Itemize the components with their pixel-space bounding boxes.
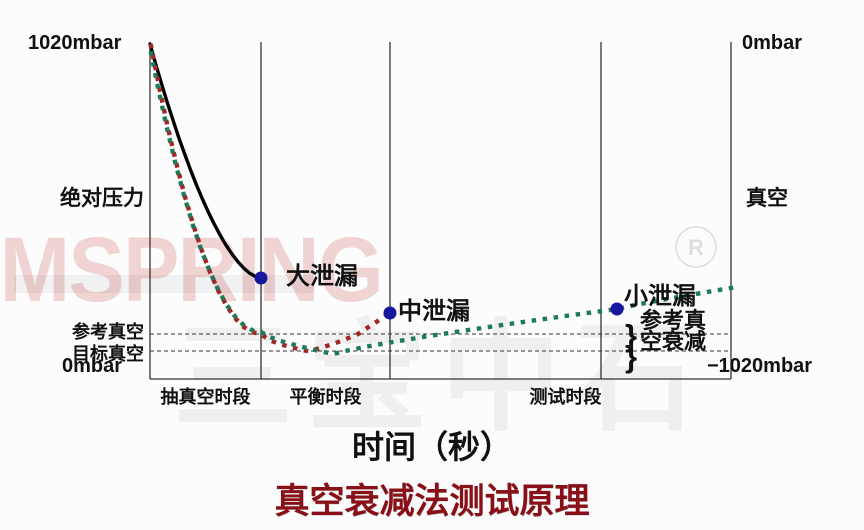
svg-text:R: R (688, 235, 704, 260)
